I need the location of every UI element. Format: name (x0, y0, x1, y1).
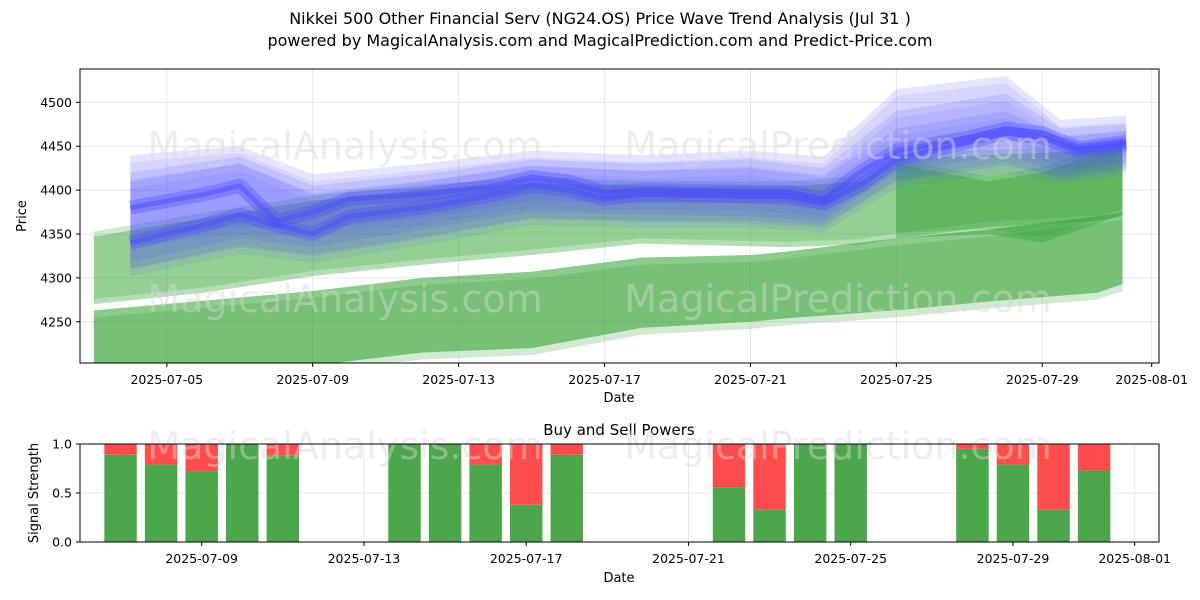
watermark-analysis-mid: MagicalAnalysis.com (147, 277, 542, 321)
signal-x-tick-label: 2025-07-21 (652, 551, 725, 566)
watermark-prediction-top: MagicalPrediction.com (624, 124, 1052, 168)
price-x-tick-label: 2025-07-25 (860, 372, 933, 387)
blue-band-2-offset (130, 100, 1127, 270)
price-y-ticks: 4250 4300 4350 4400 4450 4500 (40, 95, 80, 329)
blue-band-3 (130, 111, 1127, 270)
price-y-tick-label: 4350 (40, 226, 72, 241)
buy-bar (226, 444, 259, 542)
sell-bar (1077, 444, 1111, 471)
buy-bar (266, 455, 300, 542)
blue-band-1-offset (130, 83, 1127, 246)
watermark-analysis-top: MagicalAnalysis.com (147, 124, 542, 168)
green-band-upper (93, 147, 1123, 305)
signal-bars (104, 444, 1111, 542)
blue-band-2 (130, 93, 1127, 263)
watermark-analysis-bottom: MagicalAnalysis.com (147, 424, 542, 468)
signal-x-tick-label: 2025-07-09 (165, 551, 238, 566)
price-axes-frame (79, 68, 1160, 364)
green-band-lower (93, 212, 1123, 363)
signal-y-ticks: 0.0 0.5 1.0 (52, 437, 80, 550)
buy-bar (834, 444, 867, 542)
price-x-tick-label: 2025-07-09 (276, 372, 349, 387)
price-y-tick-label: 4300 (40, 270, 72, 285)
buy-bar (996, 464, 1030, 542)
buy-bar (144, 464, 178, 542)
blue-center-glow (129, 121, 1128, 228)
price-x-tick-label: 2025-07-17 (568, 372, 641, 387)
chart-title-line-1: Nikkei 500 Other Financial Serv (NG24.OS… (289, 9, 911, 28)
green-band-surge (896, 144, 1123, 243)
signal-y-tick-label: 0.0 (52, 535, 72, 550)
buy-bar (956, 448, 989, 542)
price-y-label: Price (15, 200, 30, 232)
green-band-upper-shadow (93, 142, 1123, 299)
green-band-lower-shadow (93, 219, 1123, 363)
buy-bar (1077, 470, 1111, 542)
price-x-tick-label: 2025-07-29 (1006, 372, 1079, 387)
sell-bar (956, 444, 989, 449)
price-x-tick-label: 2025-07-13 (422, 372, 495, 387)
price-x-label: Date (603, 391, 634, 406)
signal-x-tick-label: 2025-07-17 (490, 551, 563, 566)
price-x-tick-label: 2025-07-21 (714, 372, 787, 387)
buy-bar (185, 471, 218, 542)
buy-bar (428, 444, 462, 542)
buy-bar (550, 454, 583, 542)
price-y-tick-label: 4500 (40, 95, 72, 110)
price-panel: MagicalAnalysis.com MagicalPrediction.co… (15, 68, 1188, 406)
price-bands (93, 76, 1127, 363)
watermark-prediction-mid: MagicalPrediction.com (624, 277, 1052, 321)
price-y-tick-label: 4250 (40, 314, 72, 329)
sell-bar (144, 444, 178, 465)
signal-y-label: Signal Strength (27, 443, 42, 543)
price-x-ticks: 2025-07-05 2025-07-09 2025-07-13 2025-07-17… (130, 363, 1188, 387)
signal-y-tick-label: 1.0 (52, 437, 72, 452)
buy-bar (469, 464, 502, 542)
sell-bar (266, 444, 300, 456)
price-y-tick-label: 4400 (40, 183, 72, 198)
chart-title-line-2: powered by MagicalAnalysis.com and Magic… (267, 31, 933, 50)
sell-bar (104, 444, 137, 455)
sell-bar (712, 444, 746, 488)
buy-bar (793, 444, 827, 542)
signal-panel: Buy and Sell Powers MagicalAnalysis.com … (27, 421, 1171, 586)
price-y-tick-label: 4450 (40, 139, 72, 154)
sell-bar (509, 444, 543, 505)
sell-bar (550, 444, 583, 455)
signal-x-label: Date (603, 571, 634, 586)
signal-x-tick-label: 2025-07-13 (328, 551, 401, 566)
blue-band-3-offset (130, 118, 1127, 277)
signal-title: Buy and Sell Powers (543, 421, 695, 439)
sell-bar (185, 444, 218, 472)
blue-center-2-glow (128, 126, 1128, 250)
sell-bar (469, 444, 502, 465)
sell-bar (753, 444, 786, 510)
signal-x-tick-label: 2025-07-25 (814, 551, 887, 566)
price-lines (128, 121, 1128, 250)
signal-x-ticks: 2025-07-09 2025-07-13 2025-07-17 2025-07-21… (165, 542, 1171, 566)
sell-bar (996, 444, 1030, 465)
signal-x-tick-label: 2025-07-29 (977, 551, 1050, 566)
blue-center (129, 126, 1127, 224)
buy-bar (104, 454, 137, 542)
buy-bar (712, 487, 746, 542)
blue-band-1 (130, 76, 1127, 239)
blue-center-2 (129, 130, 1127, 246)
signal-x-tick-label: 2025-08-01 (1098, 551, 1171, 566)
buy-bar (753, 509, 786, 542)
green-band-surge-shadow (896, 139, 1123, 238)
price-x-tick-label: 2025-08-01 (1115, 372, 1188, 387)
sell-bar (1037, 444, 1070, 510)
watermark-prediction-bottom: MagicalPrediction.com (624, 424, 1052, 468)
signal-y-tick-label: 0.5 (52, 486, 72, 501)
price-x-tick-label: 2025-07-05 (130, 372, 203, 387)
buy-bar (1037, 509, 1070, 542)
buy-bar (388, 444, 421, 542)
buy-bar (509, 504, 543, 542)
